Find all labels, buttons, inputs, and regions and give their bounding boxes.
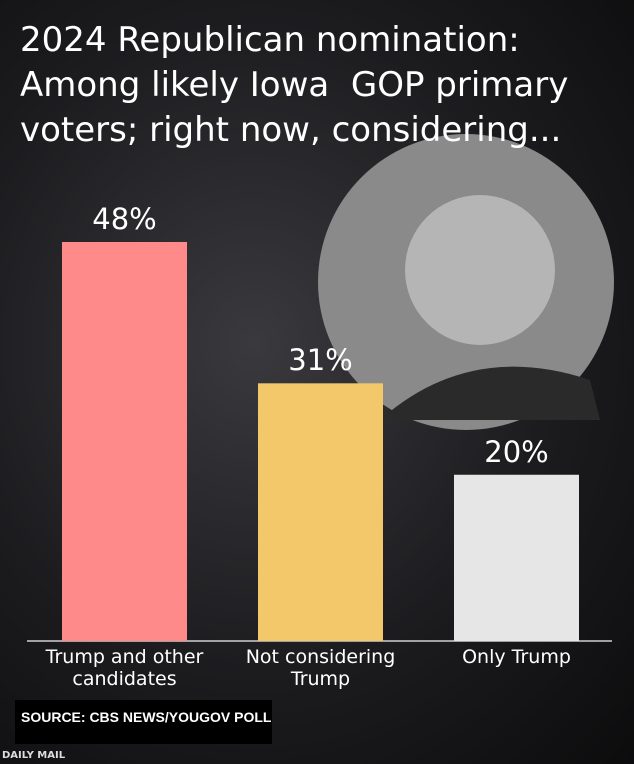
- x-tick-label: Only Trump: [462, 646, 571, 668]
- x-tick-label: Not considering Trump: [245, 646, 396, 690]
- bar: [258, 383, 383, 641]
- photo-suit: [380, 366, 600, 420]
- value-label: 48%: [92, 202, 157, 236]
- bar: [454, 474, 579, 641]
- x-tick-label: Trump and other candidates: [45, 646, 204, 690]
- value-label: 31%: [288, 343, 353, 378]
- photo-face: [405, 195, 555, 345]
- source: SOURCE: CBS NEWS/YOUGOV POLL: [15, 700, 272, 744]
- value-label: 20%: [484, 434, 549, 469]
- credit: DAILY MAIL: [2, 750, 66, 761]
- bar: [62, 242, 187, 641]
- chart-title: 2024 Republican nomination: Among likely…: [20, 20, 580, 150]
